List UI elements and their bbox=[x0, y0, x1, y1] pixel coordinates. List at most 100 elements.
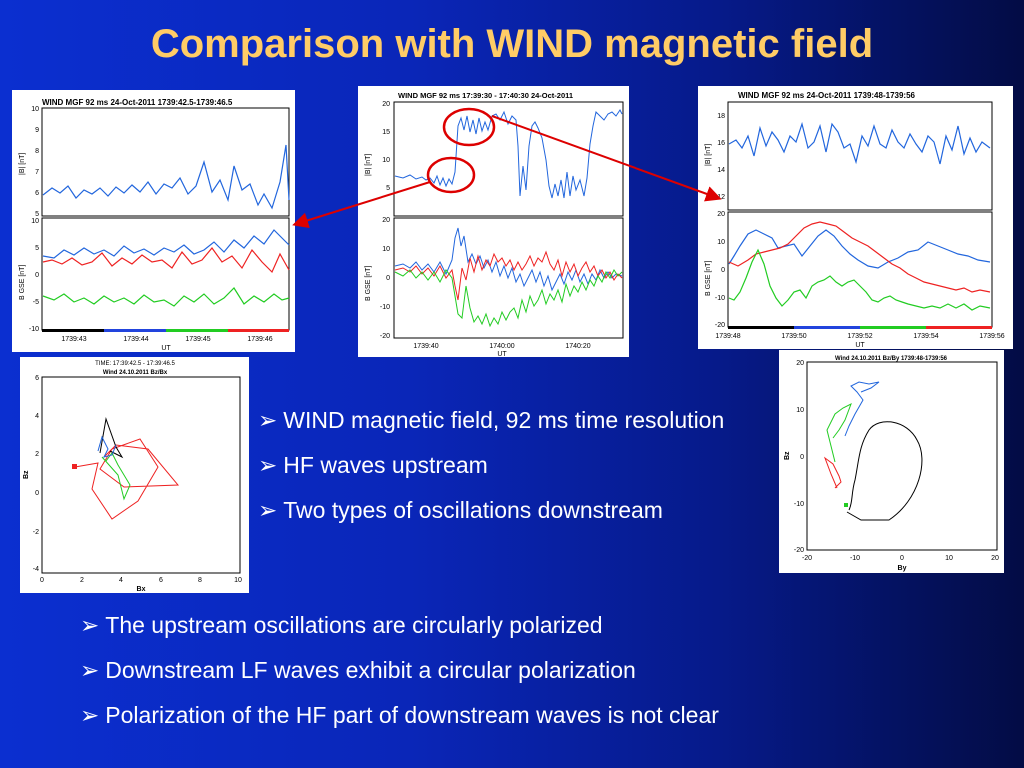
x-tick-label: -20 bbox=[802, 555, 812, 562]
y-tick-label: 14 bbox=[717, 167, 725, 174]
bullets-right: ➢ WIND magnetic field, 92 ms time resolut… bbox=[258, 405, 768, 540]
hodogram-trace-blue bbox=[97, 435, 117, 458]
x-tick-label: 1740:20 bbox=[565, 343, 590, 350]
bullet-arrow-icon: ➢ bbox=[258, 452, 278, 479]
right-timeseries-figure: WIND MGF 92 ms 24-Oct-2011 1739:48-1739:… bbox=[698, 86, 1013, 349]
x-axis-label: By bbox=[898, 565, 907, 572]
bullet-item: ➢ WIND magnetic field, 92 ms time resolut… bbox=[258, 407, 725, 433]
bx-trace bbox=[394, 250, 623, 301]
y-tick-label: 0 bbox=[35, 272, 39, 279]
x-tick-label: 1739:40 bbox=[413, 343, 438, 350]
y-tick-label: -5 bbox=[33, 299, 39, 306]
y-tick-label: 10 bbox=[796, 407, 804, 414]
time-color-bar bbox=[794, 326, 860, 329]
x-tick-label: 20 bbox=[991, 555, 999, 562]
b-magnitude-trace bbox=[728, 121, 991, 165]
x-tick-label: 1739:48 bbox=[715, 333, 740, 340]
center-timeseries-figure: WIND MGF 92 ms 17:39:30 - 17:40:30 24-Oc… bbox=[358, 86, 629, 357]
b-magnitude-trace bbox=[42, 144, 290, 210]
hodogram-trace-black bbox=[846, 421, 923, 521]
x-tick-label: 10 bbox=[234, 577, 242, 584]
x-tick-label: 1739:50 bbox=[781, 333, 806, 340]
hodogram-title-line2: Wind 24.10.2011 Bz/Bx bbox=[103, 370, 168, 376]
y-tick-label: 7 bbox=[35, 169, 39, 176]
y-tick-label: 10 bbox=[717, 239, 725, 246]
bz-trace bbox=[728, 248, 991, 311]
bullet-arrow-icon: ➢ bbox=[80, 702, 100, 729]
bullet-item: ➢ The upstream oscillations are circularl… bbox=[80, 612, 603, 638]
y-tick-label: -20 bbox=[715, 322, 725, 329]
time-color-bar bbox=[228, 329, 289, 332]
hodogram-trace-green bbox=[826, 402, 852, 463]
x-axis-label: Bx bbox=[137, 586, 146, 593]
y-axis-label: |B| [nT] bbox=[705, 144, 712, 166]
x-tick-label: -10 bbox=[850, 555, 860, 562]
x-tick-label: 2 bbox=[80, 577, 84, 584]
hodogram-start-marker bbox=[844, 503, 848, 507]
hodogram-trace-red bbox=[823, 456, 842, 489]
y-tick-label: 18 bbox=[717, 113, 725, 120]
y-tick-label: -10 bbox=[715, 295, 725, 302]
x-tick-label: 1739:54 bbox=[913, 333, 938, 340]
y-tick-label: 0 bbox=[35, 490, 39, 497]
bullet-item: ➢ Polarization of the HF part of downstre… bbox=[80, 702, 719, 729]
bullet-arrow-icon: ➢ bbox=[80, 657, 100, 684]
x-tick-label: 10 bbox=[945, 555, 953, 562]
bullet-item: ➢ HF waves upstream bbox=[258, 452, 488, 479]
bx-trace bbox=[728, 221, 991, 293]
time-color-bar bbox=[42, 329, 104, 332]
slide-title: Comparison with WIND magnetic field bbox=[150, 22, 874, 66]
x-tick-label: 1739:44 bbox=[123, 336, 148, 343]
y-tick-label: 10 bbox=[31, 106, 39, 113]
x-tick-label: 1740:00 bbox=[489, 343, 514, 350]
y-tick-label: -20 bbox=[794, 547, 804, 554]
left-timeseries-figure: WIND MGF 92 ms 24-Oct-2011 1739:42.5-173… bbox=[12, 90, 295, 352]
figure-title: WIND MGF 92 ms 17:39:30 - 17:40:30 24-Oc… bbox=[398, 91, 573, 100]
bullet-item: ➢ Downstream LF waves exhibit a circular … bbox=[80, 657, 636, 684]
bullets-bottom: ➢ The upstream oscillations are circularl… bbox=[80, 610, 980, 745]
bx-trace bbox=[42, 247, 290, 274]
y-tick-label: 20 bbox=[717, 211, 725, 218]
bz-trace bbox=[394, 269, 623, 328]
x-tick-label: 0 bbox=[40, 577, 44, 584]
y-tick-label: 9 bbox=[35, 127, 39, 134]
x-tick-label: 8 bbox=[198, 577, 202, 584]
y-tick-label: 5 bbox=[386, 185, 390, 192]
hodogram-trace-green bbox=[101, 452, 131, 501]
y-tick-label: 0 bbox=[386, 275, 390, 282]
time-color-bar bbox=[926, 326, 992, 329]
x-tick-label: 1739:56 bbox=[979, 333, 1004, 340]
y-tick-label: 10 bbox=[382, 246, 390, 253]
x-axis-label: UT bbox=[855, 342, 865, 349]
x-tick-label: 0 bbox=[900, 555, 904, 562]
y-tick-label: 6 bbox=[35, 190, 39, 197]
y-tick-label: 20 bbox=[382, 217, 390, 224]
x-axis-label: UT bbox=[161, 345, 171, 352]
y-tick-label: -20 bbox=[380, 333, 390, 340]
y-axis-label: |B| [nT] bbox=[365, 154, 372, 176]
b-magnitude-trace bbox=[394, 109, 623, 199]
y-tick-label: 0 bbox=[800, 454, 804, 461]
y-tick-label: -10 bbox=[380, 304, 390, 311]
y-tick-label: -10 bbox=[29, 326, 39, 333]
figure-title: WIND MGF 92 ms 24-Oct-2011 1739:42.5-173… bbox=[42, 98, 233, 107]
y-tick-label: 5 bbox=[35, 245, 39, 252]
by-trace bbox=[42, 229, 290, 259]
bullet-arrow-icon: ➢ bbox=[258, 497, 278, 524]
time-color-bar bbox=[166, 329, 228, 332]
y-tick-label: -2 bbox=[33, 529, 39, 536]
y-axis-label: |B| [nT] bbox=[19, 153, 26, 175]
hodogram-start-marker bbox=[72, 464, 77, 469]
x-tick-label: 1739:43 bbox=[61, 336, 86, 343]
x-axis-label: UT bbox=[497, 351, 507, 357]
y-tick-label: -4 bbox=[33, 566, 39, 573]
y-tick-label: 0 bbox=[721, 267, 725, 274]
y-tick-label: 10 bbox=[31, 218, 39, 225]
time-color-bar bbox=[104, 329, 166, 332]
bz-trace bbox=[42, 287, 290, 307]
hodogram-title-line1: TIME: 17:39:42.5 - 17:39:46.5 bbox=[95, 361, 175, 367]
y-tick-label: 20 bbox=[382, 101, 390, 108]
hodogram-trace-red bbox=[74, 438, 180, 520]
y-axis-label: B GSE [nT] bbox=[19, 265, 26, 300]
left-hodogram-figure: TIME: 17:39:42.5 - 17:39:46.5 Wind 24.10… bbox=[20, 357, 249, 593]
